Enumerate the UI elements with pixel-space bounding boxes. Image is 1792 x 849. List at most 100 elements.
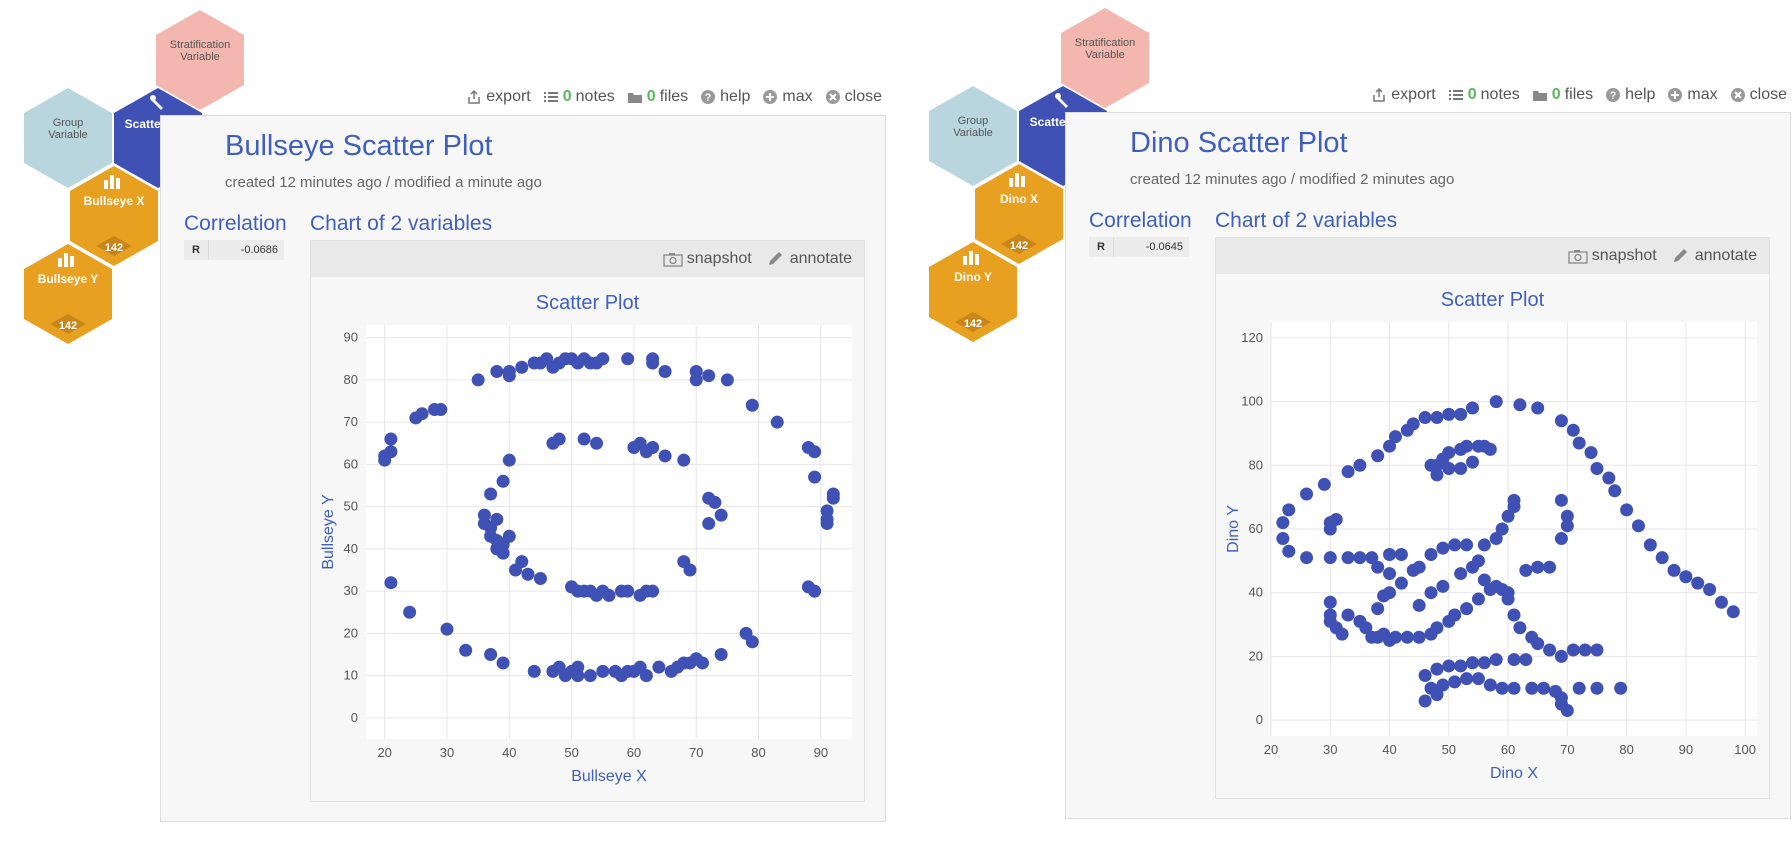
- scatter-point: [1614, 681, 1628, 695]
- svg-text:Stratification: Stratification: [1075, 37, 1136, 49]
- scatter-point: [484, 648, 498, 662]
- svg-text:142: 142: [964, 318, 982, 330]
- scatter-point: [1276, 516, 1290, 530]
- group-variable-hex[interactable]: Group Variable: [929, 86, 1017, 186]
- scatter-point: [708, 495, 722, 509]
- scatter-point: [1483, 678, 1497, 692]
- scatter-point: [1525, 681, 1539, 695]
- scatter-point: [1323, 551, 1337, 565]
- variable-hex-map: Stratification Variable Group Variable S…: [24, 10, 244, 344]
- dino-y-variable-hex[interactable]: Dino Y 142: [929, 242, 1017, 342]
- scatter-point: [1620, 503, 1634, 517]
- pencil-icon: [768, 252, 782, 265]
- correlation-value: -0.0686: [240, 244, 278, 256]
- files-button[interactable]: 0 files: [627, 88, 688, 106]
- svg-text:Variable: Variable: [180, 51, 220, 63]
- dino-x-variable-hex[interactable]: Dino X 142: [975, 164, 1063, 264]
- chart-title: Scatter Plot: [536, 292, 640, 314]
- pencil-icon: [1673, 249, 1687, 262]
- scatter-point: [1442, 659, 1456, 673]
- files-button[interactable]: 0 files: [1532, 86, 1593, 104]
- scatter-point: [1418, 694, 1432, 708]
- scatter-point: [826, 491, 840, 505]
- bullseye-x-variable-hex[interactable]: Bullseye X 142: [70, 166, 158, 266]
- stratification-variable-hex[interactable]: Stratification Variable: [1061, 8, 1149, 108]
- scatter-point: [1418, 668, 1432, 682]
- scatter-point: [745, 635, 759, 649]
- annotate-button[interactable]: annotate: [1671, 247, 1757, 265]
- scatter-point: [1418, 411, 1432, 425]
- scatter-point: [1602, 471, 1616, 485]
- scatter-point: [1424, 547, 1438, 561]
- y-tick-label: 20: [1249, 648, 1263, 663]
- stratification-variable-hex[interactable]: Stratification Variable: [156, 10, 244, 110]
- y-tick-label: 0: [351, 710, 358, 725]
- scatter-point: [378, 453, 392, 467]
- correlation-key: R: [184, 240, 209, 260]
- scatter-point: [1394, 576, 1408, 590]
- svg-text:Group: Group: [53, 117, 84, 129]
- scatter-point: [1501, 592, 1515, 606]
- scatter-point: [695, 656, 709, 670]
- max-button[interactable]: max: [762, 88, 813, 106]
- list-icon: [1448, 90, 1463, 100]
- export-button[interactable]: export: [466, 88, 531, 106]
- scatter-point: [1726, 605, 1740, 619]
- scatter-point: [720, 373, 734, 387]
- scatter-point: [1341, 465, 1355, 479]
- export-button[interactable]: export: [1371, 86, 1436, 104]
- y-tick-label: 120: [1241, 330, 1263, 345]
- max-button[interactable]: max: [1667, 86, 1718, 104]
- svg-text:Bullseye X: Bullseye X: [84, 194, 145, 208]
- notes-count: 0: [1467, 86, 1477, 103]
- close-label: close: [844, 88, 882, 105]
- scatter-point: [1643, 538, 1657, 552]
- scatter-point: [1282, 544, 1296, 558]
- scatter-point: [515, 360, 529, 374]
- help-button[interactable]: ? help: [700, 88, 750, 106]
- panel-toolbar: export 0 notes 0 files ? help max close: [1371, 86, 1787, 104]
- plot-area: [366, 325, 852, 739]
- y-tick-label: 60: [344, 456, 358, 471]
- scatter-point: [1466, 656, 1480, 670]
- scatter-point: [1572, 681, 1586, 695]
- scatter-point: [1383, 567, 1397, 581]
- y-tick-label: 70: [344, 414, 358, 429]
- export-icon: [468, 89, 481, 104]
- scatter-point: [1442, 446, 1456, 460]
- correlation-title: Correlation: [184, 212, 287, 235]
- y-tick-label: 40: [344, 541, 358, 556]
- snapshot-button[interactable]: snapshot: [1568, 247, 1657, 265]
- folder-icon: [1532, 91, 1547, 101]
- scatter-point: [683, 563, 697, 577]
- scatter-point: [677, 453, 691, 467]
- snapshot-button[interactable]: snapshot: [663, 250, 752, 268]
- scatter-point: [596, 352, 610, 366]
- scatter-point: [646, 584, 660, 598]
- scatter-point: [1430, 662, 1444, 676]
- scatter-point: [1590, 461, 1604, 475]
- scatter-point: [515, 555, 529, 569]
- scatter-point: [770, 415, 784, 429]
- scatter-plot[interactable]: Scatter Plot 20 30 40 50 60 70 80 90 0 10 20 30 40 50 6…: [311, 277, 864, 801]
- close-button[interactable]: close: [825, 88, 882, 106]
- scatter-point: [639, 669, 653, 683]
- help-button[interactable]: ? help: [1605, 86, 1655, 104]
- scatter-point: [384, 432, 398, 446]
- group-variable-hex[interactable]: Group Variable: [24, 88, 112, 188]
- scatter-point: [1495, 522, 1509, 536]
- svg-text:Variable: Variable: [1085, 49, 1125, 61]
- notes-button[interactable]: 0 notes: [1448, 86, 1520, 104]
- export-icon: [1373, 87, 1386, 102]
- bullseye-y-variable-hex[interactable]: Bullseye Y 142: [24, 244, 112, 344]
- close-button[interactable]: close: [1730, 86, 1787, 104]
- close-icon: [1730, 88, 1745, 102]
- close-label: close: [1749, 86, 1787, 103]
- annotate-button[interactable]: annotate: [766, 250, 852, 268]
- notes-button[interactable]: 0 notes: [543, 88, 615, 106]
- snapshot-label: snapshot: [1591, 247, 1657, 264]
- scatter-point: [714, 508, 728, 522]
- scatter-point: [590, 436, 604, 450]
- scatter-point: [1531, 637, 1545, 651]
